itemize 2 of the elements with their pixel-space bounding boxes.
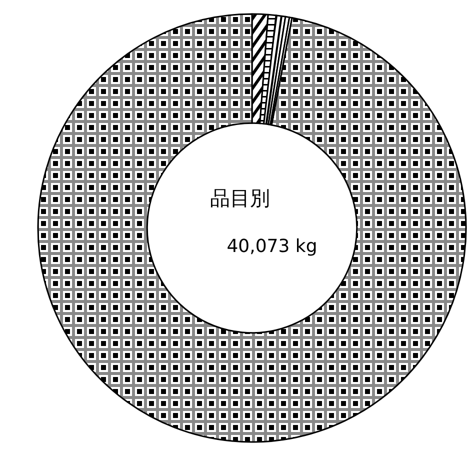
text: 品目別 [210,186,270,210]
text: 40,073 kg [226,236,318,257]
